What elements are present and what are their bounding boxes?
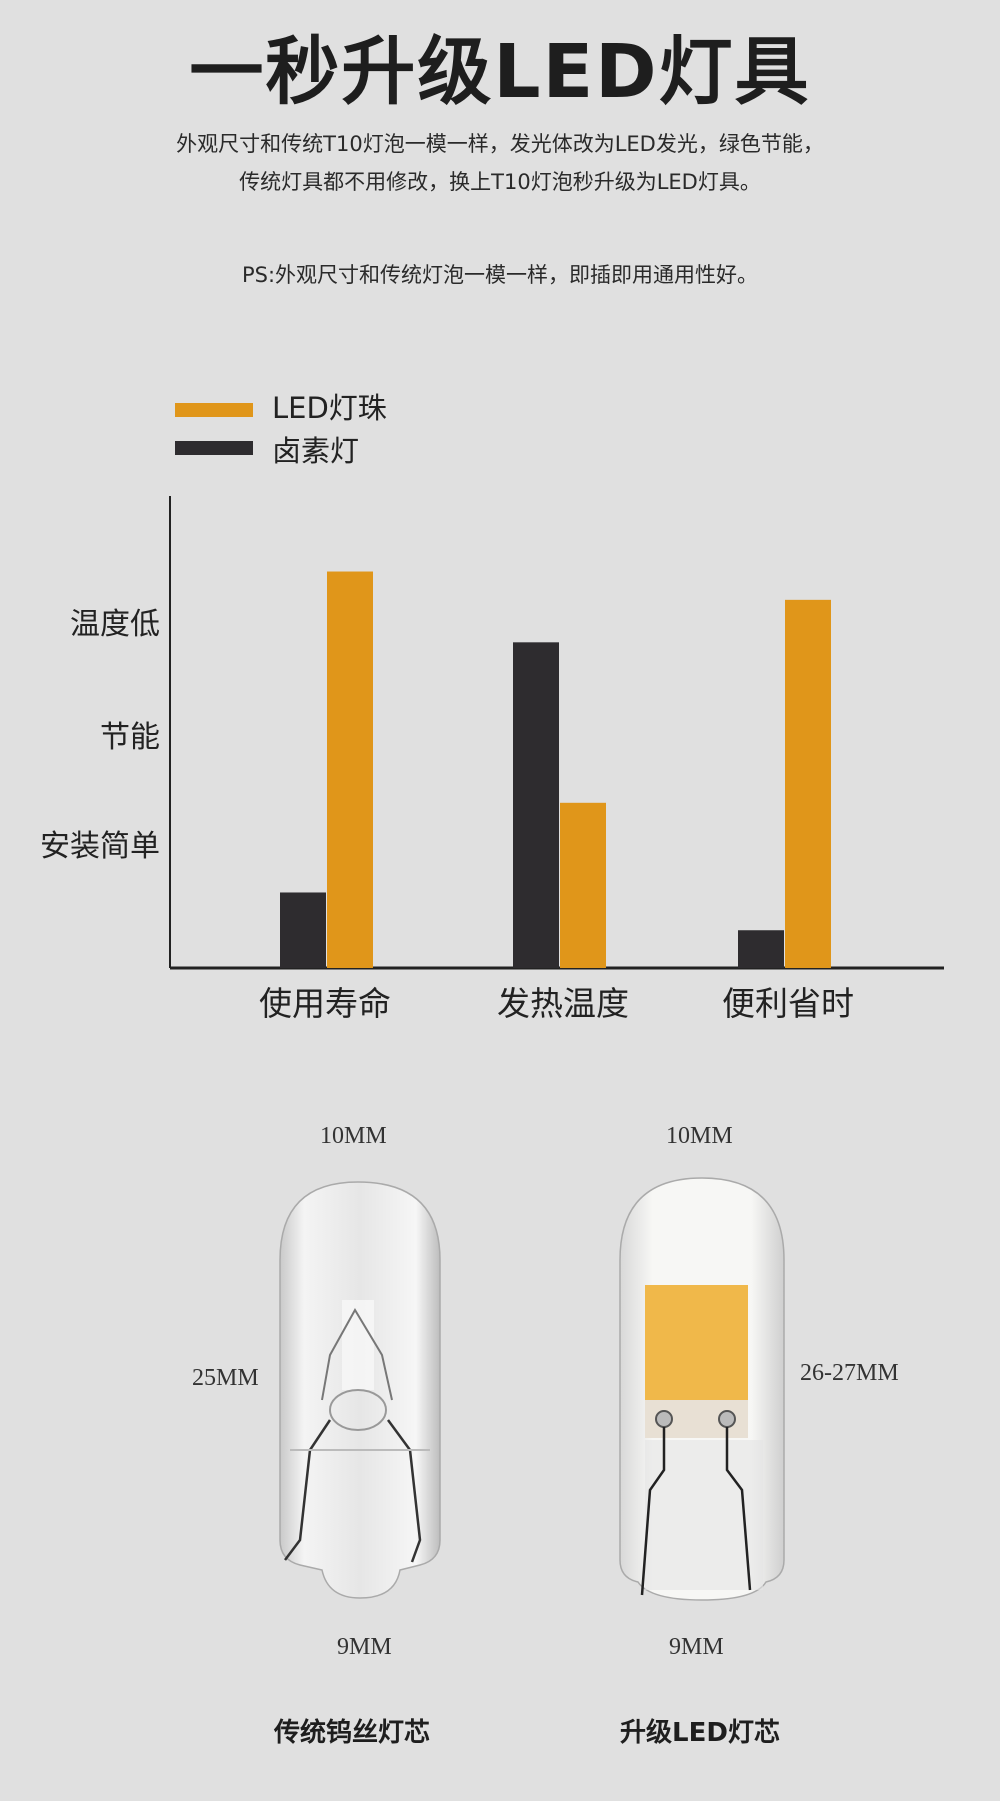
page-title: 一秒升级LED灯具	[189, 29, 811, 115]
right-top-dimension: 10MM	[666, 1123, 733, 1149]
right-side-dimension: 26-27MM	[800, 1360, 899, 1386]
right-bottom-dimension: 9MM	[669, 1634, 724, 1660]
x-tick-label: 便利省时	[722, 984, 854, 1023]
legend-label-halogen: 卤素灯	[272, 434, 360, 468]
right-caption: 升级LED灯芯	[620, 1718, 780, 1748]
bar-led-1	[327, 571, 373, 968]
left-top-dimension: 10MM	[320, 1123, 387, 1149]
bar-halogen-2	[513, 642, 559, 968]
bar-led-2	[560, 802, 606, 968]
bar-halogen-1	[280, 892, 326, 968]
y-tick-label: 安装简单	[40, 828, 160, 864]
left-caption: 传统钨丝灯芯	[273, 1718, 430, 1748]
ps-note: PS:外观尺寸和传统灯泡一模一样，即插即用通用性好。	[241, 263, 759, 287]
left-side-dimension: 25MM	[192, 1365, 259, 1391]
left-bottom-dimension: 9MM	[337, 1634, 392, 1660]
bar-chart	[169, 496, 944, 970]
y-tick-label: 温度低	[70, 606, 160, 642]
y-tick-label: 节能	[100, 720, 160, 755]
bar-led-3	[785, 599, 831, 968]
legend-swatch-led	[175, 403, 253, 417]
legend-swatch-halogen	[175, 441, 253, 455]
x-tick-label: 发热温度	[497, 984, 629, 1023]
bar-halogen-3	[738, 930, 784, 968]
led-bulb-image	[619, 1177, 785, 1601]
description-line-1: 外观尺寸和传统T10灯泡一模一样，发光体改为LED发光，绿色节能，	[176, 132, 824, 156]
halogen-bulb-image	[279, 1181, 441, 1599]
legend-label-led: LED灯珠	[272, 391, 387, 425]
description-line-2: 传统灯具都不用修改，换上T10灯泡秒升级为LED灯具。	[239, 170, 761, 194]
x-tick-label: 使用寿命	[259, 984, 391, 1023]
